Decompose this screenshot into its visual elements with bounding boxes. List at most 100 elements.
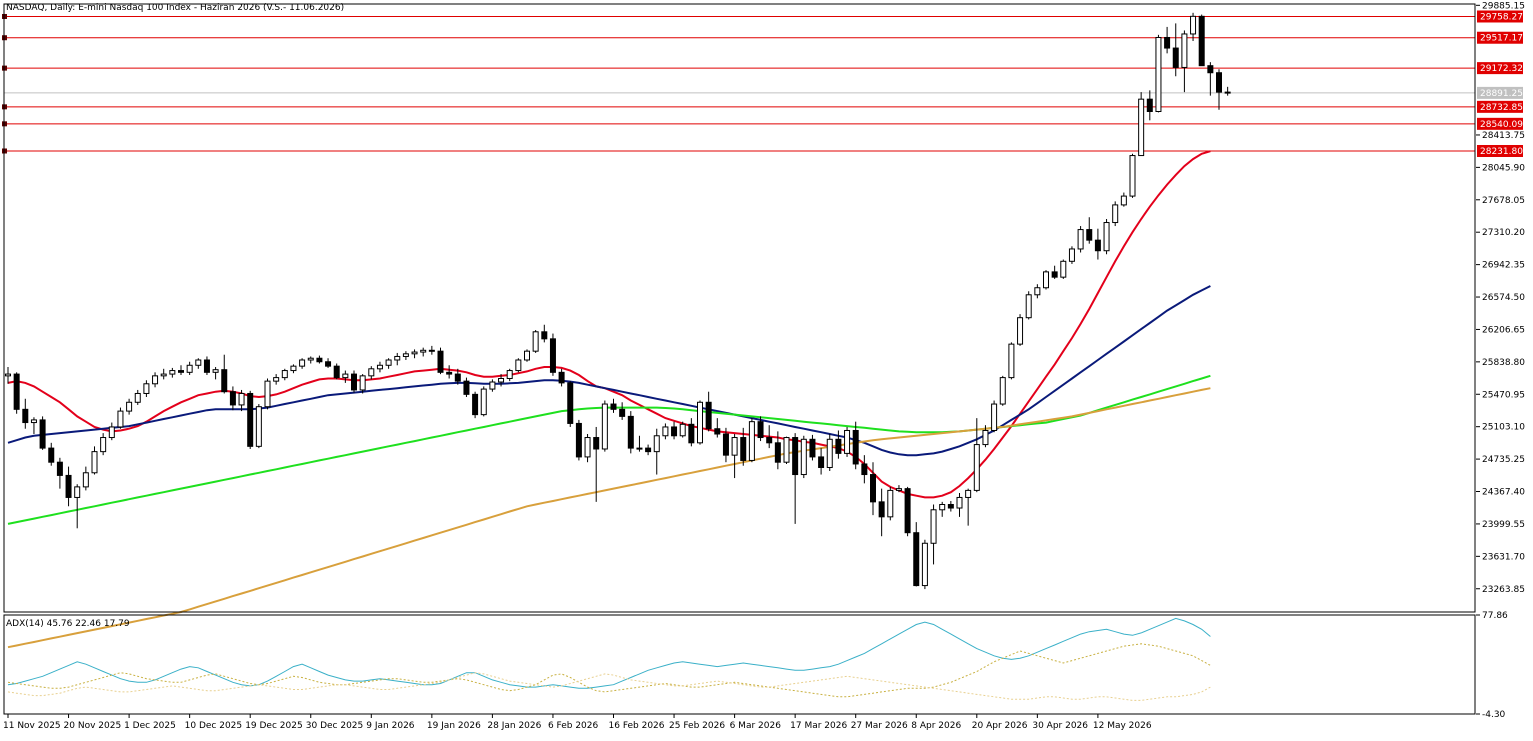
candle-body [774, 442, 781, 463]
candle [100, 433, 107, 456]
y-tick-label: 23631.70 [1482, 552, 1525, 562]
candle [844, 426, 851, 457]
x-tick-label: 28 Jan 2026 [487, 721, 541, 731]
y-tick-label: 28413.75 [1482, 131, 1525, 141]
candle [39, 416, 46, 450]
candle [524, 349, 530, 362]
candle-body [1138, 98, 1145, 157]
candle [65, 466, 72, 507]
candle [1034, 284, 1041, 299]
y-tick-label: 26206.65 [1482, 325, 1525, 335]
level-label-box [1477, 62, 1523, 75]
candle [74, 484, 81, 529]
candle [281, 368, 288, 381]
candle [160, 368, 167, 380]
x-tick-label: 9 Jan 2026 [366, 721, 414, 731]
candle-body [653, 435, 660, 453]
y-tick-label: 29885.15 [1482, 1, 1525, 11]
candle-body [991, 403, 998, 431]
candle-body [584, 437, 591, 458]
candle [1224, 86, 1231, 96]
candle [229, 386, 236, 411]
candle-body [1146, 98, 1153, 113]
candle [947, 500, 954, 512]
candle [351, 370, 357, 393]
candle [705, 391, 712, 432]
candle [30, 417, 37, 435]
y-tick-label: 23263.85 [1482, 585, 1525, 595]
candle [748, 418, 755, 463]
candle [774, 431, 781, 470]
candle-body [281, 370, 288, 379]
candle-body [203, 359, 210, 373]
x-tick-label: 16 Feb 2026 [609, 721, 665, 731]
price-panel: 29758.27 29517.17 29172.32 28732.85 28540.09… [2, 10, 1523, 649]
candle-body [506, 370, 513, 379]
candle-body [221, 369, 228, 393]
candle [688, 418, 695, 447]
candle-body [947, 503, 954, 509]
candle-body [1224, 91, 1231, 94]
candle [126, 398, 133, 415]
y-tick-label: 24367.40 [1482, 488, 1525, 498]
candle [428, 345, 435, 355]
level-label-box [1477, 117, 1523, 130]
candle-body [307, 357, 314, 361]
candle-body [913, 532, 920, 587]
adx-panel [7, 617, 1211, 701]
candle [376, 361, 383, 373]
x-tick-label: 10 Dec 2025 [185, 721, 243, 731]
candle-body [342, 373, 349, 379]
x-tick-label: 11 Nov 2025 [3, 721, 61, 731]
candle-body [316, 357, 323, 363]
level-label: 29517.17 [1480, 34, 1523, 44]
candle-body [645, 447, 652, 453]
candle-body [229, 391, 236, 406]
adx-y-tick-label: -4.30 [1482, 710, 1506, 720]
candle-body [1181, 33, 1188, 68]
candle-body [472, 393, 479, 416]
candle-body [956, 496, 963, 509]
x-tick-label: 1 Dec 2025 [124, 721, 176, 731]
candle [913, 522, 920, 587]
candle-body [895, 488, 902, 491]
candle-body [65, 474, 72, 498]
level-label-box [1477, 100, 1523, 113]
level-label: 29172.32 [1480, 64, 1523, 74]
candle [956, 493, 963, 517]
candle-body [887, 489, 894, 518]
candle-body [662, 426, 669, 437]
candle [108, 422, 115, 441]
candle-body [844, 429, 851, 454]
candle [1103, 219, 1110, 255]
y-tick-label: 25470.95 [1482, 390, 1525, 400]
candle-body [1051, 271, 1058, 278]
candle-body [48, 447, 55, 463]
candle-body [679, 423, 686, 437]
candle [56, 457, 63, 489]
candle-body [800, 438, 807, 476]
candle-body [1172, 47, 1179, 68]
candle [792, 433, 799, 524]
candle [861, 455, 868, 484]
candle [1216, 69, 1222, 110]
candle-body [982, 429, 989, 446]
candle-body [178, 370, 184, 373]
adx-series-line [7, 643, 1211, 698]
y-tick-label: 27310.20 [1482, 228, 1525, 238]
candle-body [160, 373, 167, 377]
candle [212, 367, 219, 380]
candle-body [731, 437, 738, 456]
price-panel-frame [3, 3, 1476, 613]
candle [1077, 226, 1084, 253]
candle [13, 372, 20, 414]
candle [402, 351, 409, 360]
candle [437, 347, 444, 375]
x-tick-label: 27 Mar 2026 [851, 721, 908, 731]
candle-body [411, 351, 418, 355]
candle-body [999, 377, 1006, 405]
candle [82, 466, 89, 491]
y-tick-label: 23999.55 [1482, 520, 1525, 530]
